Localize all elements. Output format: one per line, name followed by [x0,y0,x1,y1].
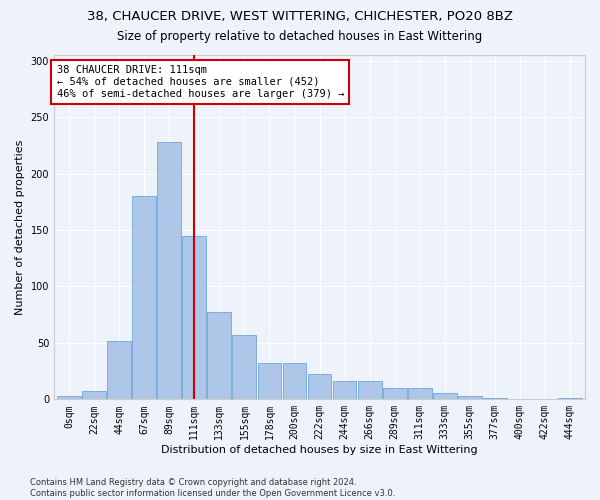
Bar [107,340,131,400]
Bar [208,312,231,400]
Bar [458,396,482,400]
Bar [483,398,507,400]
Bar [332,382,356,400]
Bar [57,396,81,400]
Bar [383,388,407,400]
Text: Contains HM Land Registry data © Crown copyright and database right 2024.
Contai: Contains HM Land Registry data © Crown c… [30,478,395,498]
X-axis label: Distribution of detached houses by size in East Wittering: Distribution of detached houses by size … [161,445,478,455]
Bar [558,398,582,400]
Bar [308,374,331,400]
Text: 38, CHAUCER DRIVE, WEST WITTERING, CHICHESTER, PO20 8BZ: 38, CHAUCER DRIVE, WEST WITTERING, CHICH… [87,10,513,23]
Bar [408,388,431,400]
Bar [182,236,206,400]
Text: 38 CHAUCER DRIVE: 111sqm
← 54% of detached houses are smaller (452)
46% of semi-: 38 CHAUCER DRIVE: 111sqm ← 54% of detach… [56,66,344,98]
Y-axis label: Number of detached properties: Number of detached properties [15,140,25,315]
Bar [82,392,106,400]
Bar [358,382,382,400]
Text: Size of property relative to detached houses in East Wittering: Size of property relative to detached ho… [118,30,482,43]
Bar [232,335,256,400]
Bar [283,363,307,400]
Bar [133,196,156,400]
Bar [157,142,181,400]
Bar [257,363,281,400]
Bar [433,392,457,400]
